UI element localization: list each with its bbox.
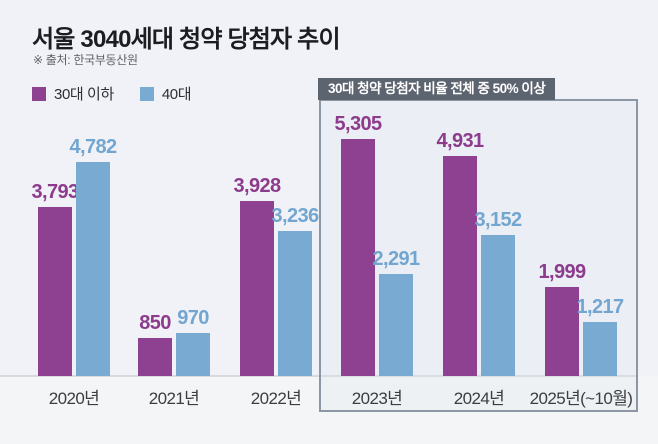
bar-40s-2024년: [481, 235, 515, 376]
bar-40s-2022년: [278, 231, 312, 376]
legend-label-40s: 40대: [161, 86, 192, 103]
bar-value-label-40s-2021년: 970: [177, 307, 209, 329]
x-axis-label-2021년: 2021년: [148, 389, 200, 408]
x-axis-label-2020년: 2020년: [48, 389, 100, 408]
bar-30s-2022년: [240, 201, 274, 376]
legend-swatch-30s: [32, 86, 46, 101]
annotation-header: 30대 청약 당첨자 비율 전체 중 50% 이상: [318, 78, 556, 100]
bar-30s-2020년: [38, 207, 72, 376]
bar-30s-2024년: [443, 156, 477, 376]
legend-swatch-40s: [139, 86, 154, 101]
bar-40s-2021년: [176, 333, 210, 376]
legend-item-40s: 40대: [139, 83, 192, 104]
legend: 30대 이하 40대: [32, 83, 192, 104]
bar-value-label-40s-2025년(~10월): 1,217: [576, 296, 624, 318]
bar-30s-2025년(~10월): [545, 287, 579, 376]
bar-value-label-40s-2022년: 3,236: [271, 205, 319, 227]
source-note: ※ 출처: 한국부동산원: [33, 53, 138, 67]
bar-value-label-30s-2024년: 4,931: [436, 130, 484, 152]
legend-item-30s: 30대 이하: [32, 83, 114, 104]
page-title: 서울 3040세대 청약 당첨자 추이: [32, 26, 341, 53]
bar-40s-2025년(~10월): [583, 322, 617, 376]
bar-value-label-40s-2023년: 2,291: [372, 248, 420, 270]
bar-value-label-30s-2023년: 5,305: [334, 113, 382, 135]
bar-value-label-30s-2021년: 850: [139, 312, 171, 334]
x-axis-label-2024년: 2024년: [453, 389, 505, 408]
bar-value-label-30s-2020년: 3,793: [31, 181, 79, 203]
bar-30s-2023년: [341, 139, 375, 376]
bar-value-label-30s-2022년: 3,928: [233, 175, 281, 197]
bar-40s-2023년: [379, 274, 413, 376]
bar-value-label-40s-2020년: 4,782: [69, 136, 117, 158]
x-axis-label-2022년: 2022년: [250, 389, 302, 408]
x-axis-label-2023년: 2023년: [351, 389, 403, 408]
bar-value-label-40s-2024년: 3,152: [474, 209, 522, 231]
bar-value-label-30s-2025년(~10월): 1,999: [538, 261, 586, 283]
legend-label-30s: 30대 이하: [54, 86, 114, 103]
x-axis-label-2025년(~10월): 2025년(~10월): [529, 389, 633, 408]
bar-30s-2021년: [138, 338, 172, 376]
bar-40s-2020년: [76, 162, 110, 376]
